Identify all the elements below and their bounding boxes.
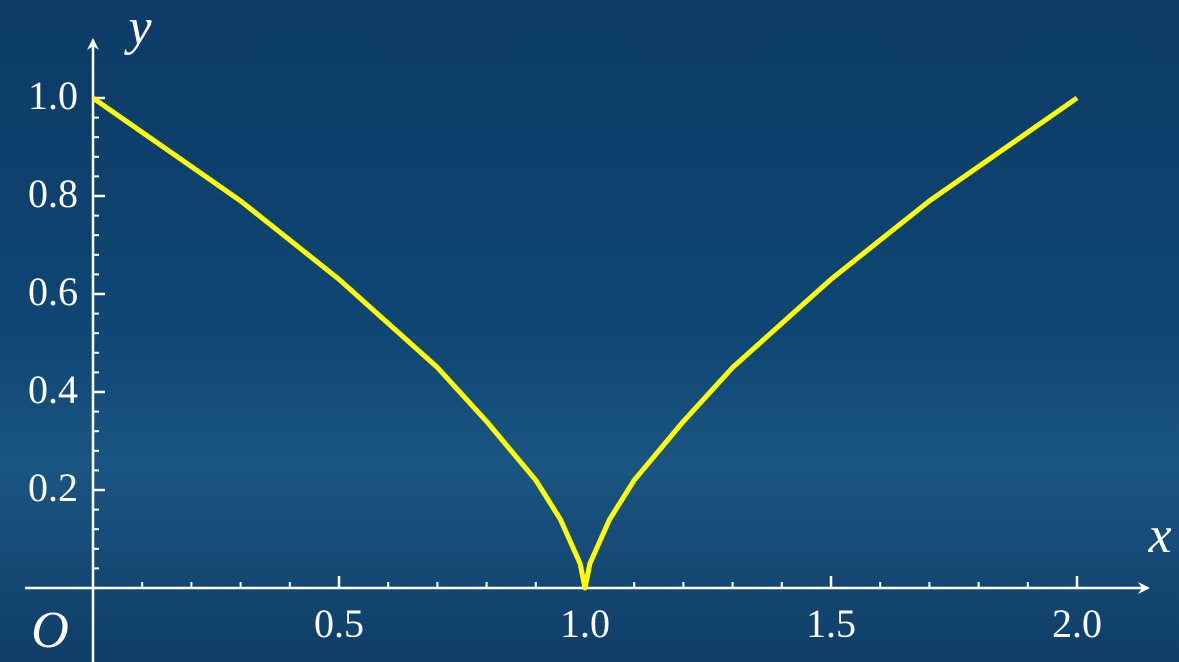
y-tick-label: 0.2 [28,465,78,510]
y-tick-label: 0.4 [28,367,78,412]
origin-label: O [31,602,69,659]
x-axis-label: x [1147,507,1171,564]
x-tick-label: 1.5 [806,601,856,646]
x-tick-label: 0.5 [314,601,364,646]
y-tick-label: 1.0 [28,73,78,118]
curve [91,95,1079,591]
y-tick-label: 0.8 [28,171,78,216]
y-axis-label: y [123,0,152,56]
y-tick-label: 0.6 [28,269,78,314]
x-tick-label: 1.0 [560,601,610,646]
x-tick-label: 2.0 [1052,601,1102,646]
